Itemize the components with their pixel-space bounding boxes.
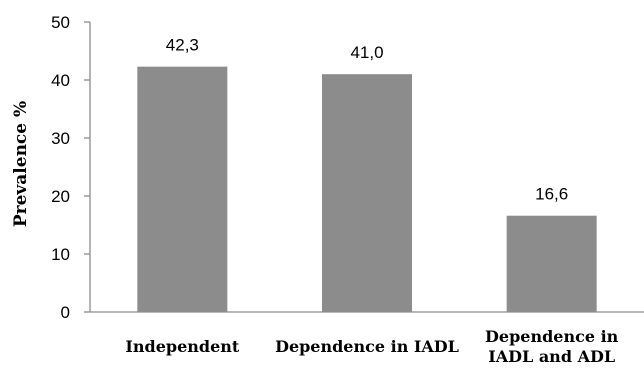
x-category-label: IADL and ADL <box>488 347 615 366</box>
y-tick-label: 0 <box>61 303 70 322</box>
y-tick-label: 20 <box>51 187 70 206</box>
bar-data-label: 41,0 <box>350 43 383 62</box>
bars <box>137 66 597 312</box>
bar <box>506 215 597 312</box>
x-category-label: Independent <box>125 337 239 356</box>
data-labels: 42,3 41,0 16,6 <box>166 36 568 204</box>
y-axis-title: Prevalence % <box>11 101 31 227</box>
bar-data-label: 16,6 <box>535 185 568 204</box>
y-tick-label: 10 <box>51 245 70 264</box>
y-tick-label: 30 <box>51 129 70 148</box>
bar-data-label: 42,3 <box>166 36 199 55</box>
axes <box>84 21 644 313</box>
x-category-label: Dependence in <box>485 327 619 346</box>
y-axis-title-group: Prevalence % <box>11 101 31 227</box>
y-tick-label: 50 <box>51 13 70 32</box>
x-category-label: Dependence in IADL <box>275 337 459 356</box>
y-tick-label: 40 <box>51 71 70 90</box>
bar <box>137 66 228 312</box>
bar <box>322 74 412 312</box>
y-axis-ticks: 0 10 20 30 40 50 <box>51 13 70 322</box>
x-axis-labels: Independent Dependence in IADL Dependence … <box>125 327 618 366</box>
